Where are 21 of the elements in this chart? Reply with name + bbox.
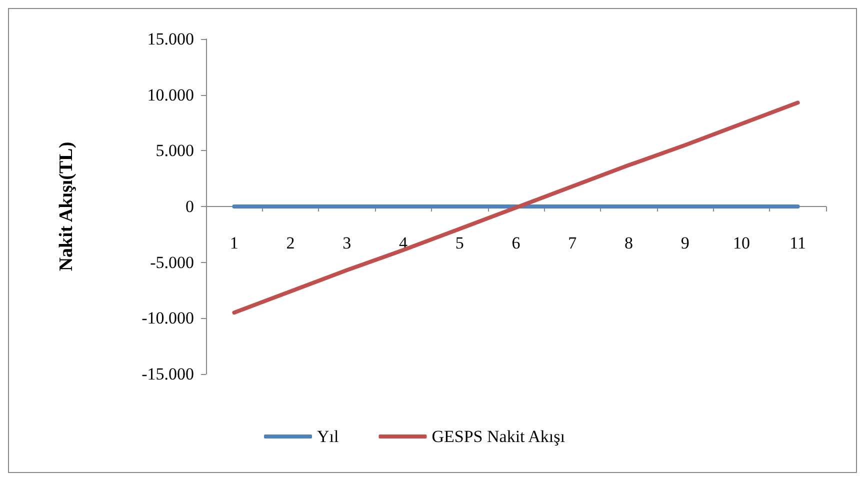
x-tick-label: 3 [342, 234, 352, 252]
legend-label: GESPS Nakit Akışı [432, 427, 566, 446]
x-tick-label: 7 [568, 234, 578, 252]
y-tick-label: 0 [186, 197, 194, 216]
x-tick-label: 4 [399, 234, 408, 252]
y-tick-label: 10.000 [147, 85, 194, 104]
x-tick-label: 6 [512, 234, 520, 252]
x-tick-label: 9 [680, 234, 690, 252]
x-tick-label: 2 [286, 234, 295, 252]
y-tick-label: 5.000 [156, 141, 194, 160]
y-tick-label: -10.000 [142, 308, 194, 328]
x-tick-label: 1 [230, 234, 238, 252]
x-tick-label: 10 [732, 234, 750, 252]
x-tick-label: 11 [790, 234, 806, 252]
x-tick-label: 5 [455, 234, 464, 252]
legend-label: Yıl [317, 427, 339, 446]
x-tick-label: 8 [624, 234, 633, 252]
y-tick-label: 15.000 [147, 30, 194, 48]
y-axis-title: Nakit Akışı(TL) [56, 142, 77, 272]
y-tick-label: -15.000 [142, 364, 194, 384]
y-tick-label: -5.000 [150, 252, 194, 272]
